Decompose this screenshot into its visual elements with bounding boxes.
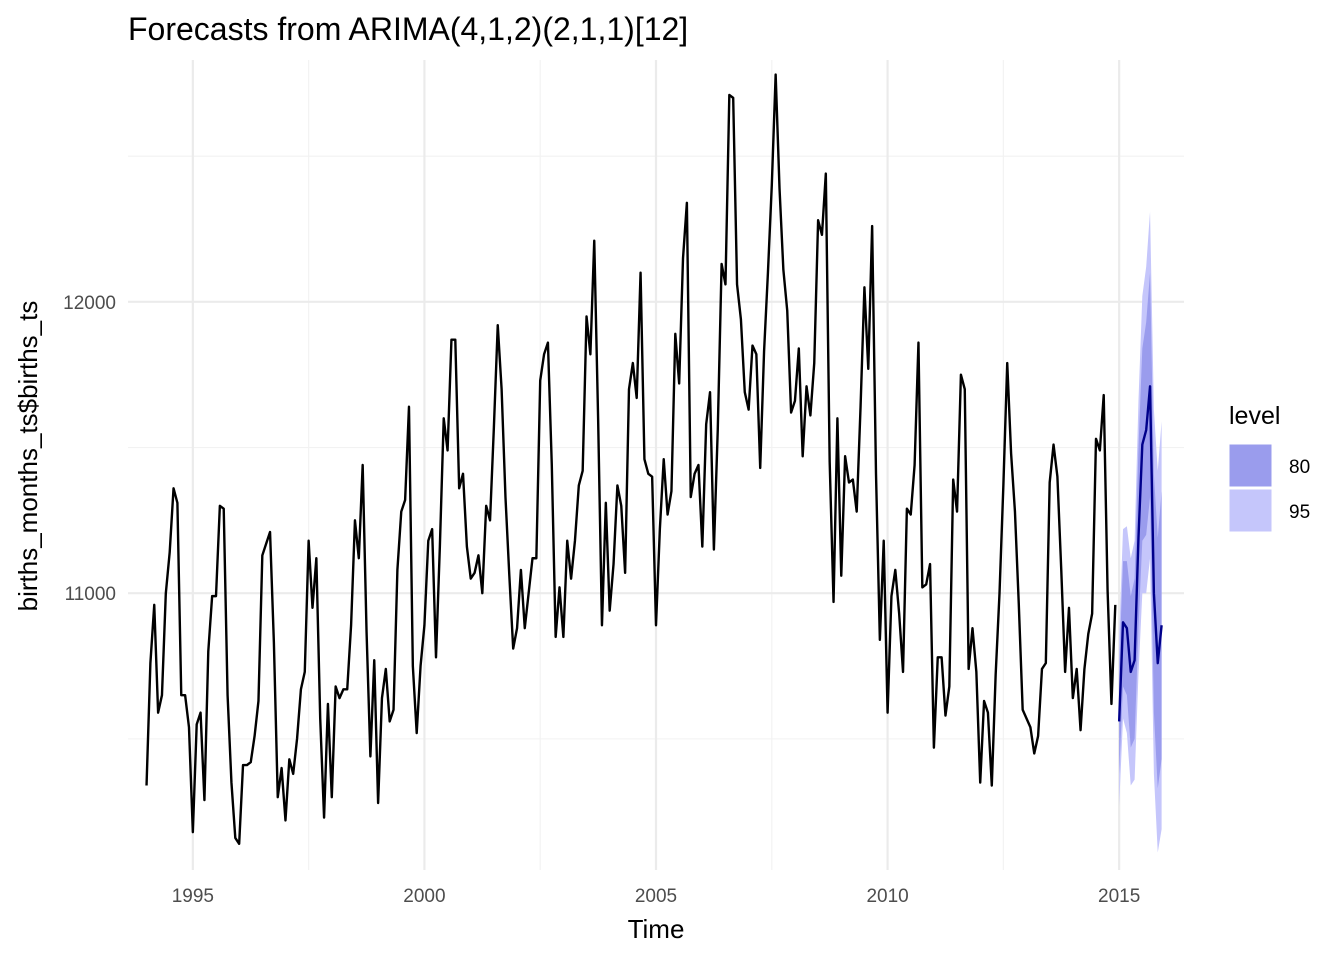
x-tick-label: 2005 [635,886,677,907]
x-tick-label: 2010 [866,886,908,907]
legend-label-80: 80 [1289,457,1310,478]
y-tick-label: 11000 [65,584,116,605]
history-series-line [145,73,1117,845]
x-axis-ticks: 1995 2000 2005 2010 2015 [172,886,1141,907]
legend-label-95: 95 [1289,502,1310,523]
legend-title: level [1229,402,1280,430]
x-tick-label: 2000 [403,886,445,907]
x-tick-label: 1995 [172,886,214,907]
plot-grid [128,60,1184,870]
x-tick-label: 2015 [1098,886,1140,907]
y-tick-label: 12000 [63,293,116,314]
y-axis-title: births_months_ts$births_ts [13,301,43,612]
legend-swatch-95 [1228,488,1273,533]
prediction-bands [1119,211,1162,853]
legend-swatch-80 [1228,443,1273,488]
series-lines [145,73,1163,845]
y-axis-ticks: 11000 12000 [63,293,116,605]
legend: level 80 95 [1228,402,1310,533]
chart-title: Forecasts from ARIMA(4,1,2)(2,1,1)[12] [128,11,688,47]
x-axis-title: Time [628,914,685,944]
forecast-series-line [1117,385,1163,722]
